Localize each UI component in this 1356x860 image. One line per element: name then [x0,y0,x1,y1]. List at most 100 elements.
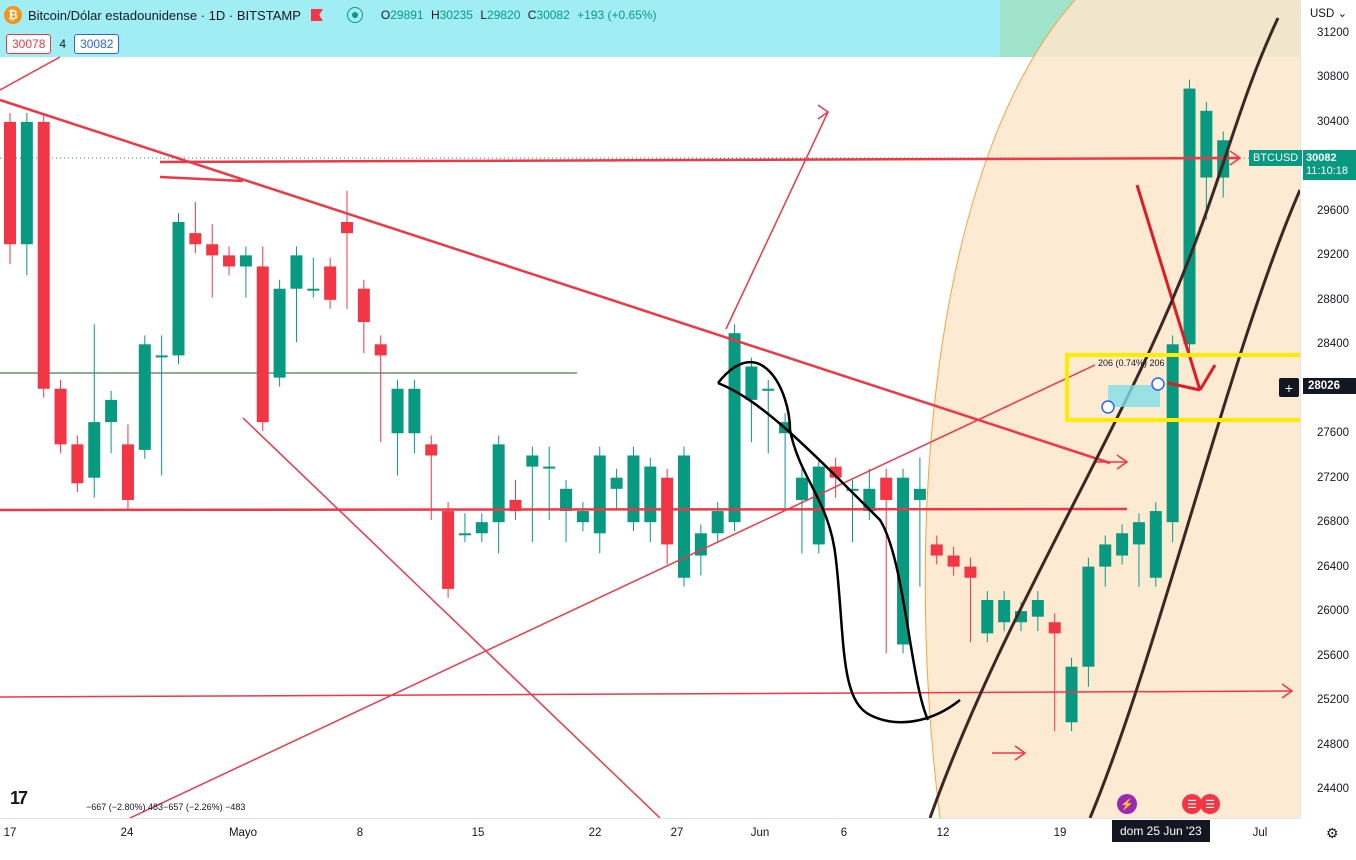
buy-button[interactable]: 30082 [74,34,120,54]
candle-body [341,222,353,234]
candle-body [998,600,1011,623]
candle-body [829,466,842,478]
ohlc-values: O29891 H30235 L29820 C30082 +193 (+0.65%… [380,8,657,22]
candle-body [1132,522,1145,545]
candle-body [458,533,471,536]
candle-body [442,511,455,589]
price-tick: 29200 [1317,249,1349,262]
freehand-drawing-2 [717,381,930,721]
candle-body [593,455,606,534]
price-tick: 24800 [1317,738,1349,751]
current-price: 30082 [1306,152,1337,164]
candle-body [526,455,539,467]
change-value: +193 (+0.65%) [577,8,657,22]
price-axis[interactable]: 31200 30800 30400 29600 29200 28800 28400 27600… [1300,0,1356,818]
candle-body [223,255,236,267]
trend-line [159,156,1241,164]
candle-body [20,121,33,245]
price-tick: 28400 [1317,338,1349,351]
candle-body [121,444,134,500]
price-tick: 26800 [1317,516,1349,529]
candle-body [492,444,505,523]
candle-body [1099,544,1112,567]
add-alert-plus-icon[interactable]: + [1279,378,1299,397]
candle-body [509,499,522,512]
candle-body [560,488,573,512]
currency-selector[interactable]: USD ⌄ [1310,8,1348,20]
trend-line [129,364,1096,818]
price-tick: 31200 [1317,27,1349,39]
candle-body [795,477,808,500]
channel-curve-lower [1088,189,1300,818]
arrow-head [1229,150,1242,166]
us-event-flag-icon-2[interactable]: ☰ [1200,794,1220,814]
candle-body [71,444,84,484]
time-tick: Mayo [228,827,258,839]
arrow-head [817,104,830,120]
candle-body [610,477,623,489]
time-axis[interactable]: 17 24 Mayo 8 15 22 27 Jun 6 12 19 Jul [0,818,1300,860]
market-status-icon[interactable] [346,7,363,23]
highlight-box [1065,353,1300,422]
candle-body [627,455,640,523]
crosshair-price-tag: 28026 [1303,378,1356,394]
price-tick: 26400 [1317,560,1349,573]
price-tick: 30400 [1317,115,1349,128]
sell-button[interactable]: 30078 [6,34,52,54]
candle-body [762,388,775,391]
candle-body [324,266,337,300]
candle-body [880,477,893,500]
candle-body [1116,533,1129,556]
candle-body [189,233,202,245]
time-tick: 24 [120,827,134,839]
candle-body [644,466,657,523]
candle-body [357,288,370,323]
trend-line [159,175,244,183]
candle-body [138,344,151,450]
current-price-tag: 30082 11:10:18 [1303,150,1356,180]
candle-body [1082,566,1095,667]
candle-body [239,255,252,267]
candle-body [728,333,741,523]
symbol-price-tag: BTCUSD [1249,150,1303,166]
time-tick: Jul [1252,827,1268,839]
candle-body [1048,622,1061,634]
candle-body [543,466,556,469]
low-value: 29820 [487,8,521,22]
candle-body [1200,110,1213,178]
us-event-flag-icon[interactable]: ☰ [1182,794,1202,814]
candle-body [105,399,118,423]
candle-body [981,600,994,634]
trade-buttons: 30078 4 30082 [6,34,120,54]
settings-gear-icon[interactable]: ⚙ [1326,825,1339,841]
candle-body [1149,511,1162,578]
symbol-title[interactable]: Bitcoin/Dólar estadounidense · 1D · BITS… [28,7,301,23]
event-lightning-icon[interactable]: ⚡ [1117,794,1137,814]
candle-body [206,244,219,256]
candle-body [694,533,707,556]
time-tick: 8 [356,827,364,839]
candle-body [846,488,859,491]
candle-body [374,344,387,356]
flag-icon[interactable] [310,9,323,21]
drawing-stats-label: −667 (−2.80%) 483−657 (−2.26%) −483 [86,802,246,812]
candlestick-chart[interactable] [0,0,1300,818]
candle-body [576,511,589,523]
channel-curve-upper [928,17,1280,818]
candle-body [947,555,960,567]
tradingview-logo-icon[interactable]: 17 [10,788,28,808]
time-tick: 27 [670,827,684,839]
bitcoin-logo-icon: ₿ [4,6,22,24]
crosshair-date-tag: dom 25 Jun '23 [1112,820,1210,842]
price-tick: 29600 [1317,204,1349,217]
candle-body [897,477,910,645]
time-tick: 12 [936,827,950,839]
candle-body [930,544,943,556]
candle-body [425,444,438,456]
candle-body [913,488,926,500]
price-tick: 25200 [1317,694,1349,707]
chart-canvas[interactable] [0,0,1300,818]
candle-body [4,121,16,245]
trend-line [242,417,661,818]
bar-countdown: 11:10:18 [1306,165,1349,177]
